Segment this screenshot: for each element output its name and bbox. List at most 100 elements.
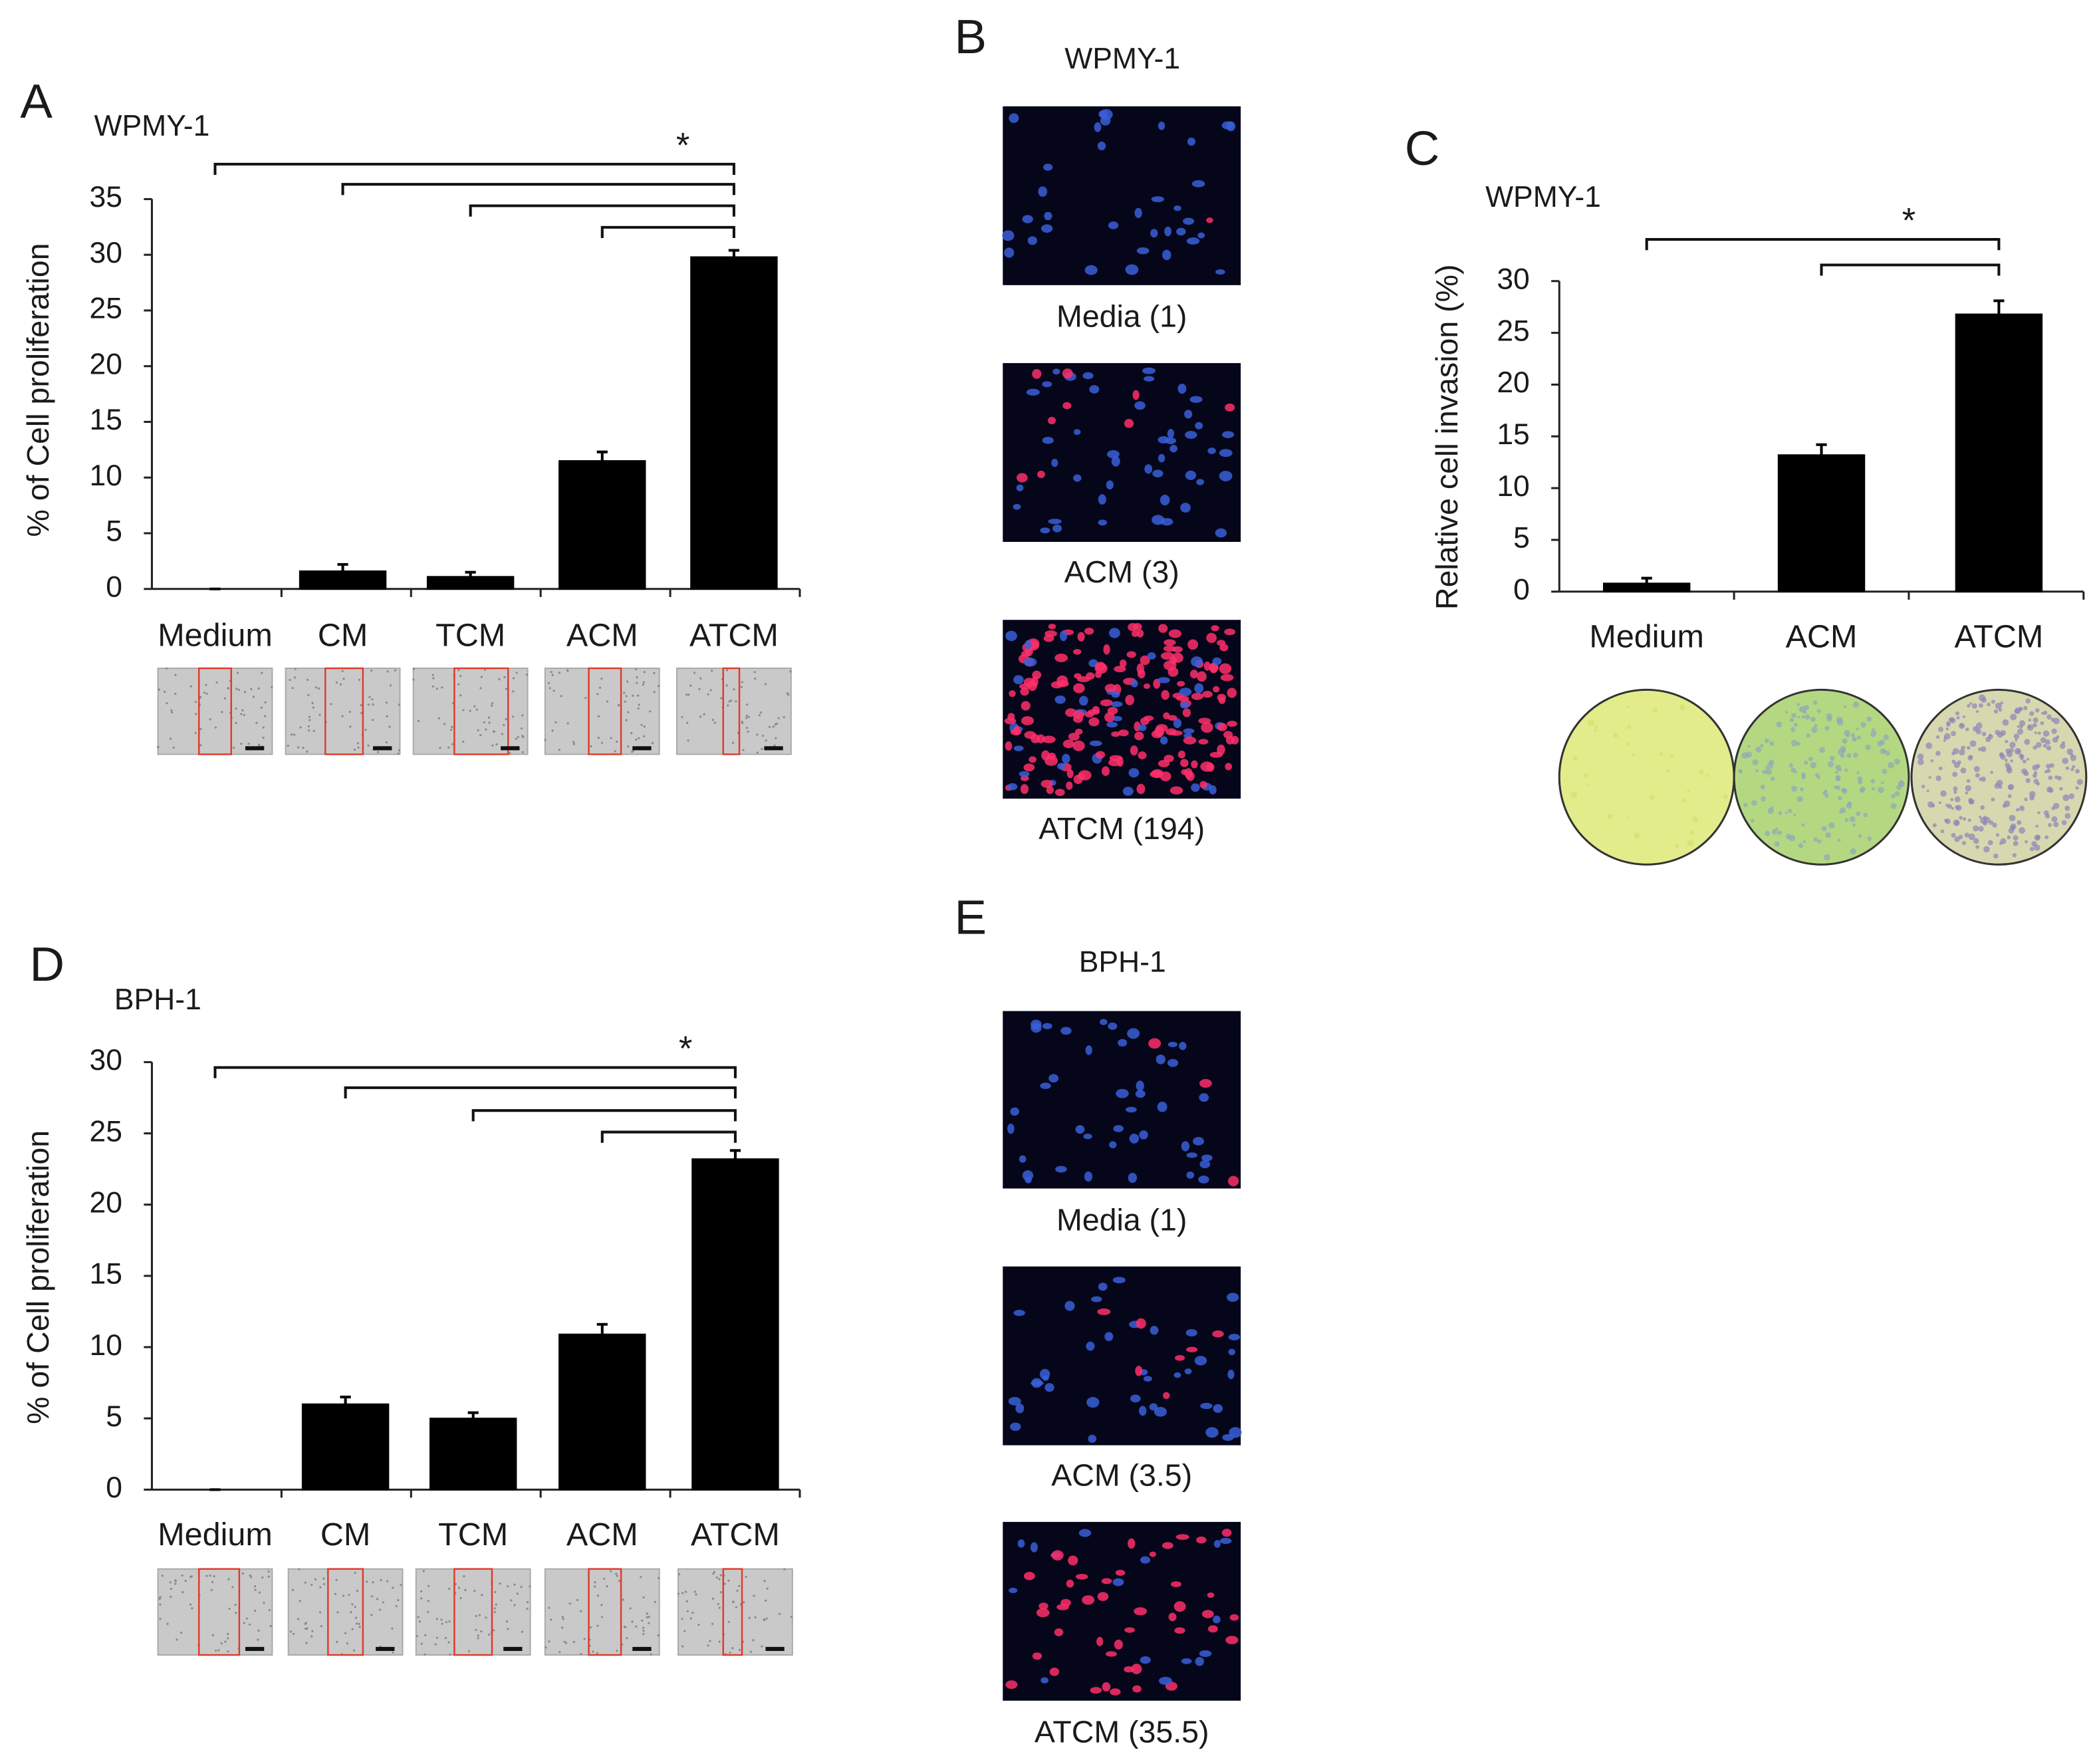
photo-speck (211, 1580, 214, 1584)
photo-speck (558, 1651, 561, 1654)
y-tick-label: 10 (90, 459, 122, 492)
photo-speck (435, 688, 438, 690)
photo-speck (304, 1581, 307, 1584)
dish-cell (2044, 835, 2049, 840)
cell-nucleus (1219, 471, 1233, 481)
dish-cell (2002, 719, 2009, 726)
dish-cell (1953, 819, 1960, 826)
photo-speck (783, 1568, 786, 1571)
photo-speck (305, 1627, 307, 1630)
cell-nucleus (1088, 717, 1100, 727)
cell-nucleus (1019, 683, 1031, 690)
dish-cell (1804, 714, 1810, 720)
bar (299, 570, 387, 590)
photo-speck (596, 1652, 599, 1654)
scratch-region (453, 1568, 493, 1656)
cell-nucleus (1168, 629, 1182, 638)
photo-speck (420, 1597, 423, 1600)
photo-speck (735, 1606, 737, 1608)
photo-speck (235, 688, 238, 690)
dish-cell (2029, 846, 2035, 852)
dish-cell (1917, 753, 1924, 760)
photo-speck (526, 1600, 529, 1604)
photo-speck (642, 1596, 645, 1599)
dish-cell (1692, 817, 1698, 822)
dish-cell (2007, 794, 2012, 799)
photo-speck (727, 1579, 730, 1582)
cell-nucleus (1181, 1658, 1192, 1664)
photo-speck (521, 714, 524, 717)
photo-speck (507, 1628, 509, 1630)
dish-cell (1867, 836, 1872, 841)
dish-cell (1788, 809, 1792, 813)
cell-nucleus (1185, 1328, 1197, 1337)
cell-nucleus (1163, 645, 1176, 652)
dish-cell (1863, 813, 1868, 818)
photo-speck (494, 1590, 497, 1593)
cell-nucleus (1212, 1615, 1221, 1624)
photo-speck (597, 715, 600, 718)
photo-speck (355, 1622, 358, 1625)
photo-speck (420, 1590, 423, 1592)
cell-nucleus (1228, 1176, 1239, 1187)
dish-cell (1949, 717, 1956, 724)
cell-nucleus (1104, 711, 1115, 723)
dish-cell (1817, 709, 1821, 713)
chart-title: BPH-1 (114, 983, 201, 1016)
photo-speck (548, 1640, 551, 1643)
photo-speck (548, 1606, 551, 1609)
cell-nucleus (1187, 639, 1199, 650)
dish-cell (1866, 716, 1872, 722)
photo-speck (215, 1649, 217, 1652)
photo-speck (234, 1603, 237, 1606)
photo-speck (235, 707, 237, 710)
photo-speck (227, 1578, 230, 1580)
y-axis-label: Relative cell invasion (%) (1429, 265, 1464, 610)
cell-nucleus (1198, 739, 1209, 745)
cell-nucleus (1078, 695, 1088, 706)
photo-speck (589, 1626, 592, 1629)
cell-nucleus (1191, 760, 1198, 769)
photo-speck (600, 1616, 604, 1618)
photo-speck (240, 713, 243, 715)
x-tick-label: ACM (566, 617, 638, 653)
photo-speck (341, 670, 344, 672)
dish-cell (2023, 705, 2028, 711)
photo-speck (190, 1575, 193, 1578)
photo-speck (253, 1585, 257, 1588)
dish-cell (1631, 753, 1635, 757)
cell-nucleus (1088, 1434, 1097, 1444)
cell-nucleus (1173, 1601, 1186, 1612)
photo-speck (166, 667, 168, 670)
photo-speck (498, 678, 501, 681)
cell-nucleus (1062, 368, 1073, 379)
cell-nucleus (1042, 1023, 1052, 1029)
dish-cell (1814, 723, 1818, 727)
significance-bracket (341, 183, 735, 195)
photo-speck (395, 1604, 398, 1608)
photo-speck (231, 1586, 234, 1588)
dish-cell (1828, 822, 1835, 829)
dish-cell (2046, 714, 2052, 720)
photo-speck (356, 1589, 359, 1592)
significance-bracket (1820, 263, 2001, 276)
cell-nucleus (1082, 372, 1094, 380)
photo-speck (626, 680, 629, 683)
x-tick-label: TCM (435, 617, 505, 653)
photo-speck (598, 686, 602, 689)
dish-cell (1940, 829, 1945, 834)
photo-speck (572, 743, 575, 745)
photo-speck (773, 744, 776, 747)
photo-speck (761, 1645, 763, 1648)
photo-speck (412, 668, 416, 670)
photo-speck (293, 1632, 295, 1635)
dish-cell (1987, 840, 1993, 846)
dish-cell (2012, 853, 2017, 858)
cell-nucleus (1019, 1155, 1027, 1163)
cell-nucleus (1111, 731, 1120, 737)
dish-cell (1880, 739, 1886, 745)
photo-speck (774, 723, 777, 726)
photo-speck (392, 1586, 394, 1589)
photo-speck (477, 1634, 479, 1637)
photo-speck (249, 1576, 253, 1578)
